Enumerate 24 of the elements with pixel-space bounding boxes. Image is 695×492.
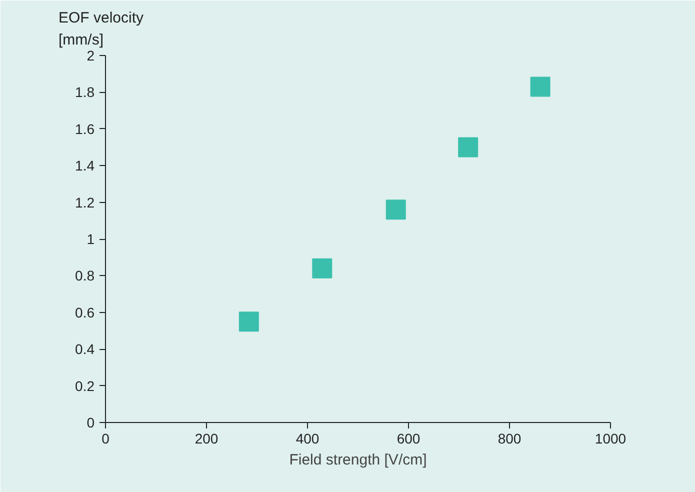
x-tick-label: 400 xyxy=(296,430,320,446)
y-tick-label: 2 xyxy=(86,48,95,64)
x-tick-label: 0 xyxy=(102,430,110,446)
y-tick-label: 1.2 xyxy=(75,194,95,210)
x-tick-label: 200 xyxy=(194,430,218,446)
x-tick-label: 800 xyxy=(498,430,522,446)
point xyxy=(458,137,478,158)
point xyxy=(530,76,550,97)
y-tick-label: 0 xyxy=(86,414,95,430)
y-tick-label: 1 xyxy=(86,231,95,247)
y-tick-label: 0.6 xyxy=(75,304,95,320)
y-tick-label: 0.8 xyxy=(75,268,95,284)
y-tick-label: 0.2 xyxy=(75,378,95,394)
point xyxy=(238,312,259,332)
y-tick-label: 1.8 xyxy=(75,84,95,100)
point xyxy=(312,258,332,278)
x-axis-title: Field strength [V/cm] xyxy=(289,452,427,468)
point xyxy=(386,200,406,220)
y-tick-label: 1.4 xyxy=(75,158,95,174)
y-axis-title: EOF velocity [mm/s] xyxy=(58,9,144,48)
y-tick-label: 1.6 xyxy=(75,120,95,137)
x-tick-label: 600 xyxy=(396,430,420,446)
x-tick-label: 1000 xyxy=(594,430,626,446)
y-tick-label: 0.4 xyxy=(75,341,95,358)
